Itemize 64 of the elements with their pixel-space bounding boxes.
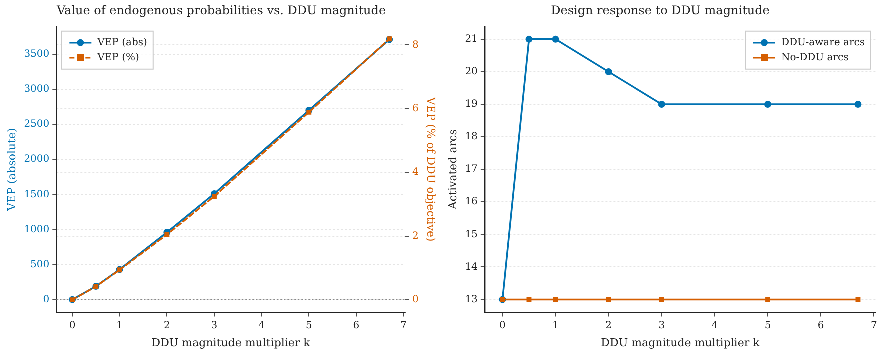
x-tick-label: 0 — [69, 320, 76, 332]
y-tick-label: 15 — [465, 229, 478, 240]
x-tick-label: 7 — [400, 320, 407, 332]
y-tick-label: 17 — [465, 164, 478, 176]
point — [856, 297, 861, 302]
y2-tick-label: 4 — [412, 167, 419, 178]
point — [766, 297, 770, 302]
legend-label: No-DDU arcs — [782, 52, 849, 64]
y-axis-title: VEP (absolute) — [5, 128, 18, 212]
point — [764, 101, 772, 108]
chart-title: Value of endogenous probabilities vs. DDU magnitude — [56, 3, 386, 18]
y2-tick-label: 6 — [412, 104, 419, 115]
point — [659, 297, 664, 302]
y2-tick-label: 0 — [412, 294, 419, 306]
y-tick-label: 14 — [465, 262, 478, 273]
point — [658, 101, 666, 108]
x-tick-label: 2 — [164, 320, 170, 332]
x-tick-label: 1 — [552, 320, 559, 332]
x-axis-title: DDU magnitude multiplier k — [152, 336, 311, 350]
x-tick-label: 7 — [870, 320, 878, 332]
x-tick-label: 4 — [712, 320, 718, 332]
y-tick-label: 2500 — [24, 119, 50, 130]
x-tick-label: 6 — [353, 320, 360, 332]
x-axis-title: DDU magnitude multiplier k — [601, 336, 760, 350]
chart-title: Design response to DDU magnitude — [551, 3, 770, 18]
legend-label: VEP (%) — [96, 52, 140, 64]
y-tick-label: 1000 — [24, 224, 50, 236]
x-tick-label: 4 — [258, 320, 265, 332]
point — [164, 232, 170, 238]
x-tick-label: 1 — [116, 320, 124, 332]
point — [526, 36, 533, 43]
y2-axis-title: VEP (% of DDU objective) — [424, 96, 438, 242]
y-tick-label: 3500 — [24, 49, 50, 60]
y2-tick-label: 8 — [412, 40, 419, 51]
point — [212, 194, 217, 199]
y-tick-label: 500 — [30, 259, 50, 270]
y-tick-label: 1500 — [24, 189, 50, 200]
x-tick-label: 5 — [306, 320, 312, 332]
y-tick-label: 0 — [43, 294, 50, 306]
y-tick-label: 20 — [465, 66, 478, 78]
x-tick-label: 5 — [764, 320, 772, 332]
y-tick-label: 3000 — [24, 84, 50, 96]
y2-tick-label: 2 — [412, 230, 419, 242]
y-tick-label: 2000 — [24, 154, 50, 166]
x-tick-label: 3 — [211, 320, 218, 332]
point — [854, 101, 862, 108]
y-tick-label: 16 — [465, 196, 478, 208]
legend-label: DDU-aware arcs — [782, 37, 866, 48]
x-tick-label: 6 — [818, 320, 824, 332]
x-tick-label: 2 — [606, 320, 612, 332]
point — [552, 36, 560, 43]
point — [306, 110, 312, 115]
legend-label: VEP (abs) — [96, 37, 148, 48]
point — [605, 68, 612, 76]
point — [606, 297, 612, 302]
x-tick-label: 3 — [658, 320, 666, 332]
point — [553, 297, 558, 302]
y-tick-label: 21 — [465, 34, 478, 46]
point — [526, 297, 532, 302]
y-tick-label: 18 — [465, 132, 478, 143]
x-tick-label: 0 — [500, 320, 506, 332]
y-tick-label: 13 — [465, 294, 478, 306]
y-axis-title: Activated arcs — [446, 129, 460, 211]
y-tick-label: 19 — [465, 99, 478, 110]
